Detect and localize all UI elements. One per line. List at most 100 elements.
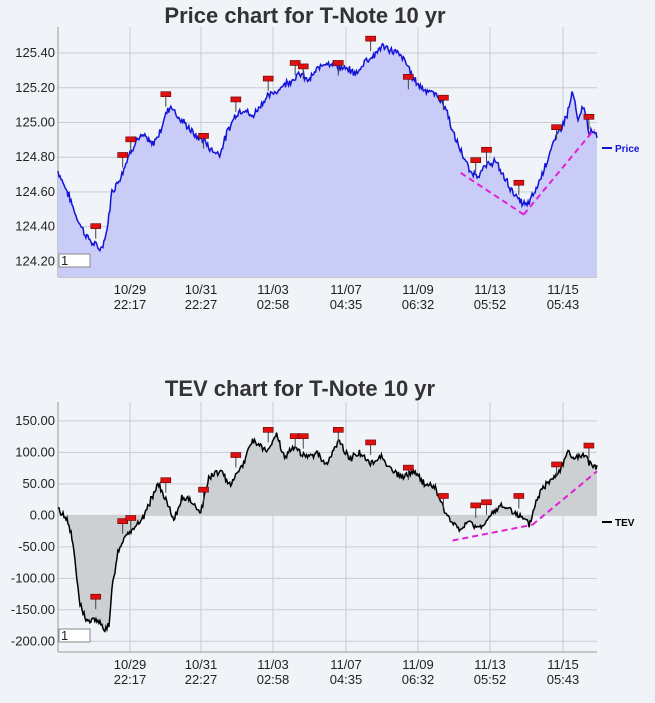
series-line bbox=[57, 42, 598, 253]
price-series bbox=[57, 42, 598, 277]
price-trend-lines bbox=[460, 128, 596, 216]
y-tick-label: 124.20 bbox=[15, 253, 55, 268]
event-marker bbox=[160, 477, 172, 484]
price-chart: Price chart for T-Note 10 yr 124.20 124.4… bbox=[15, 3, 640, 312]
y-tick-label: -100.00 bbox=[11, 570, 55, 585]
x-tick-time: 05:43 bbox=[547, 297, 580, 312]
tev-chart-title: TEV chart for T-Note 10 yr bbox=[165, 376, 436, 401]
event-marker bbox=[365, 35, 376, 42]
price-input-box[interactable] bbox=[58, 253, 91, 268]
event-marker bbox=[332, 60, 344, 66]
event-marker bbox=[513, 493, 525, 499]
trend-line bbox=[522, 128, 596, 216]
x-tick-date: 11/13 bbox=[474, 657, 506, 672]
trend-line bbox=[531, 470, 598, 526]
y-tick-label: 125.00 bbox=[15, 114, 55, 129]
event-marker bbox=[583, 113, 595, 120]
series-area-fill bbox=[58, 43, 597, 277]
tev-input-box[interactable] bbox=[58, 628, 91, 643]
event-marker bbox=[470, 502, 482, 509]
event-marker bbox=[403, 464, 414, 471]
y-tick-label: 125.20 bbox=[15, 80, 55, 95]
x-tick-time: 02:58 bbox=[257, 297, 290, 312]
y-tick-label: 150.00 bbox=[15, 413, 55, 428]
x-tick-date: 10/31 bbox=[185, 282, 218, 297]
y-tick-label: 0.00 bbox=[30, 507, 55, 522]
x-tick-date: 11/15 bbox=[547, 657, 579, 672]
price-y-axis: 124.20 124.40 124.60 124.80 125.00 125.20 125.… bbox=[15, 45, 55, 268]
x-tick-time: 04:35 bbox=[330, 672, 363, 687]
event-marker bbox=[90, 593, 102, 600]
x-tick-date: 11/07 bbox=[330, 657, 362, 672]
x-tick-time: 02:58 bbox=[257, 672, 290, 687]
event-marker bbox=[470, 157, 482, 163]
tev-chart: TEV chart for T-Note 10 yr -200.00 -150.0… bbox=[11, 376, 635, 687]
event-marker bbox=[125, 515, 137, 521]
event-marker bbox=[297, 63, 309, 70]
tev-y-axis: -200.00 -150.00 -100.00 -50.00 0.00 50.00 100.… bbox=[11, 413, 55, 648]
x-tick-date: 11/07 bbox=[330, 282, 362, 297]
x-tick-time: 04:35 bbox=[330, 297, 363, 312]
x-tick-date: 11/13 bbox=[474, 282, 506, 297]
event-marker bbox=[198, 133, 209, 139]
price-chart-title: Price chart for T-Note 10 yr bbox=[164, 3, 446, 28]
x-tick-date: 10/29 bbox=[114, 282, 147, 297]
event-marker bbox=[583, 442, 595, 449]
x-tick-date: 11/09 bbox=[402, 282, 434, 297]
event-marker bbox=[160, 91, 172, 98]
x-tick-date: 10/31 bbox=[185, 657, 218, 672]
event-marker bbox=[365, 439, 376, 446]
event-marker bbox=[481, 146, 492, 153]
x-tick-date: 11/09 bbox=[402, 657, 434, 672]
price-input-box-label: 1 bbox=[61, 253, 68, 268]
y-tick-label: -200.00 bbox=[11, 633, 55, 648]
series-line bbox=[57, 432, 598, 633]
y-tick-label: 50.00 bbox=[22, 476, 55, 491]
y-tick-label: 100.00 bbox=[15, 444, 55, 459]
tev-input-box-label: 1 bbox=[61, 628, 68, 643]
event-marker bbox=[262, 75, 274, 82]
y-tick-label: 125.40 bbox=[15, 45, 55, 60]
x-tick-date: 11/03 bbox=[257, 282, 289, 297]
price-legend-label: Price bbox=[615, 144, 640, 155]
x-tick-time: 05:52 bbox=[474, 297, 507, 312]
event-marker bbox=[262, 427, 274, 433]
event-marker bbox=[481, 499, 492, 506]
tev-legend-label: TEV bbox=[615, 518, 635, 529]
event-marker bbox=[90, 223, 102, 229]
trend-line bbox=[460, 171, 525, 216]
event-marker bbox=[438, 94, 449, 101]
event-marker bbox=[198, 486, 209, 493]
tev-event-markers bbox=[90, 427, 595, 610]
event-marker bbox=[438, 493, 449, 499]
y-tick-label: 124.40 bbox=[15, 219, 55, 234]
x-tick-time: 22:17 bbox=[114, 672, 147, 687]
y-tick-label: -150.00 bbox=[11, 602, 55, 617]
event-marker bbox=[125, 136, 137, 143]
series-area-fill bbox=[58, 432, 597, 632]
x-tick-time: 06:32 bbox=[402, 672, 435, 687]
event-marker bbox=[117, 518, 128, 524]
x-tick-date: 10/29 bbox=[114, 657, 147, 672]
tev-trend-lines bbox=[452, 470, 598, 542]
event-marker bbox=[403, 74, 414, 80]
event-marker bbox=[551, 461, 562, 468]
event-marker bbox=[513, 179, 525, 186]
x-tick-time: 06:32 bbox=[402, 297, 435, 312]
x-tick-time: 22:27 bbox=[185, 672, 218, 687]
y-tick-label: -50.00 bbox=[18, 539, 55, 554]
trend-line bbox=[452, 523, 533, 542]
x-tick-time: 22:27 bbox=[185, 297, 218, 312]
event-marker bbox=[230, 452, 242, 458]
price-event-markers bbox=[90, 35, 595, 239]
x-tick-time: 05:52 bbox=[474, 672, 507, 687]
event-marker bbox=[230, 96, 242, 103]
event-marker bbox=[551, 124, 562, 130]
x-tick-time: 22:17 bbox=[114, 297, 147, 312]
x-tick-time: 05:43 bbox=[547, 672, 580, 687]
event-marker bbox=[289, 60, 301, 66]
event-marker bbox=[297, 433, 309, 439]
